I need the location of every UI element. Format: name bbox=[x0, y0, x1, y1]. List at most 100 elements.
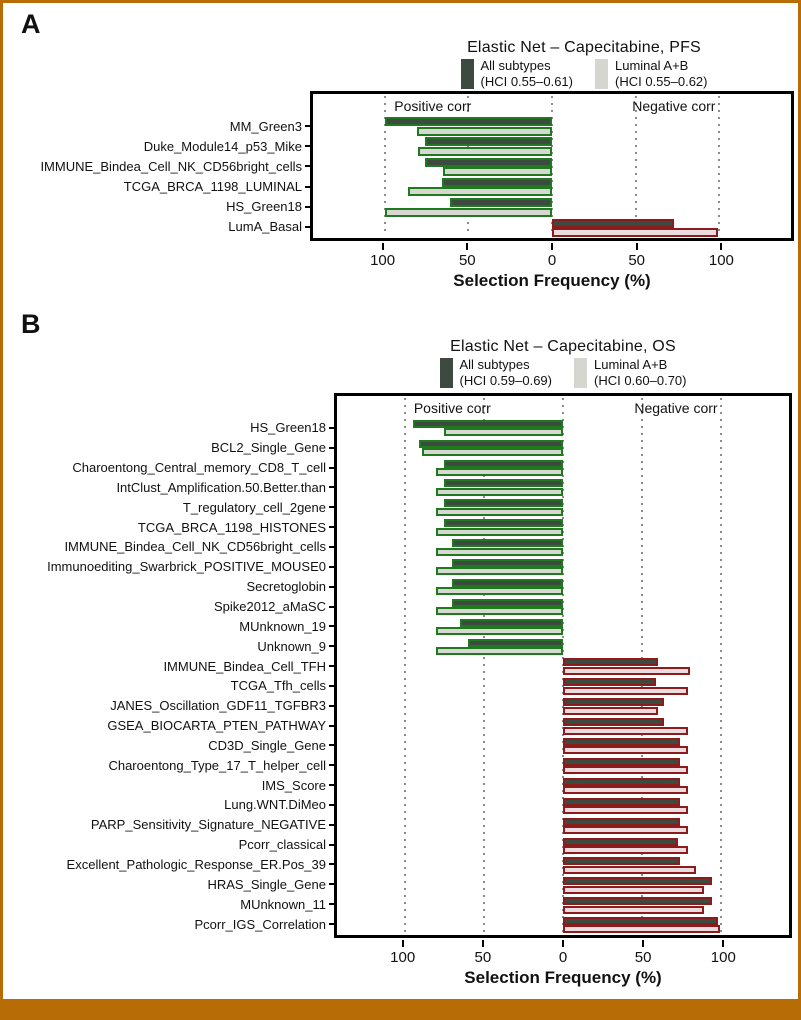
legend-entry-luminal-ab: Luminal A+B (HCI 0.60–0.70) bbox=[574, 357, 687, 388]
bar-all-subtypes bbox=[412, 419, 563, 428]
bar-row bbox=[337, 915, 789, 935]
panel-b: B Elastic Net – Capecitabine, OS All sub… bbox=[3, 301, 798, 1005]
plot-rows bbox=[337, 418, 789, 935]
y-tick bbox=[329, 446, 334, 449]
bar-all-subtypes bbox=[384, 117, 552, 126]
bar-luminal-ab bbox=[436, 607, 563, 616]
category-label: LumA_Basal bbox=[228, 219, 302, 235]
y-tick bbox=[329, 526, 334, 529]
x-axis: 100 50 0 50 100 bbox=[334, 940, 792, 968]
gridline bbox=[551, 96, 553, 236]
category-label: HS_Green18 bbox=[250, 420, 326, 436]
legend-entry-all-subtypes: All subtypes (HCI 0.59–0.69) bbox=[439, 357, 553, 388]
bar-row bbox=[337, 498, 789, 518]
legend-entry-all-subtypes: All subtypes (HCI 0.55–0.61) bbox=[460, 58, 573, 89]
bar-all-subtypes bbox=[441, 177, 552, 187]
legend-series-hci: (HCI 0.59–0.69) bbox=[459, 372, 553, 388]
bar-luminal-ab bbox=[563, 706, 658, 715]
ylabel-row: Secretoglobin bbox=[3, 577, 334, 597]
bar-luminal-ab bbox=[563, 766, 688, 775]
category-label: MM_Green3 bbox=[229, 118, 302, 134]
bar-all-subtypes bbox=[419, 439, 563, 448]
bar-all-subtypes bbox=[460, 618, 563, 627]
y-tick bbox=[329, 605, 334, 608]
bar-all-subtypes bbox=[552, 218, 675, 228]
bar-row bbox=[337, 537, 789, 557]
bar-luminal-ab bbox=[563, 925, 720, 934]
panel-label-a: A bbox=[21, 9, 41, 39]
y-tick bbox=[329, 803, 334, 806]
category-label: Lung.WNT.DiMeo bbox=[224, 797, 326, 813]
x-tick-label: 50 bbox=[634, 949, 652, 966]
x-axis-title: Selection Frequency (%) bbox=[464, 968, 662, 987]
ylabel-row: Immunoediting_Swarbrick_POSITIVE_MOUSE0 bbox=[3, 557, 334, 577]
ylabel-row: CD3D_Single_Gene bbox=[3, 736, 334, 756]
x-tick bbox=[481, 940, 484, 947]
bar-luminal-ab bbox=[563, 666, 690, 675]
x-tick bbox=[381, 243, 384, 250]
y-tick bbox=[305, 185, 310, 188]
y-tick bbox=[329, 764, 334, 767]
bar-all-subtypes bbox=[563, 698, 665, 707]
x-tick-label: 100 bbox=[370, 252, 396, 269]
ylabel-row: HS_Green18 bbox=[3, 197, 310, 217]
panel-label-b: B bbox=[21, 309, 41, 339]
bar-all-subtypes bbox=[563, 757, 681, 766]
bar-all-subtypes bbox=[444, 499, 563, 508]
category-label: HS_Green18 bbox=[226, 199, 302, 215]
bar-row bbox=[337, 637, 789, 657]
bottom-bar bbox=[3, 999, 798, 1017]
bar-row bbox=[337, 478, 789, 498]
x-tick-label: 0 bbox=[558, 949, 568, 966]
chart-title: Elastic Net – Capecitabine, OS bbox=[450, 338, 676, 355]
category-label: Secretoglobin bbox=[246, 579, 327, 595]
legend-swatch-luminal-ab bbox=[595, 58, 608, 89]
ylabel-row: Spike2012_aMaSC bbox=[3, 597, 334, 617]
bar-row bbox=[337, 816, 789, 836]
bar-all-subtypes bbox=[563, 917, 719, 926]
positive-corr-label: Positive corr bbox=[413, 400, 491, 416]
x-tick-label: 50 bbox=[628, 252, 646, 269]
bar-all-subtypes bbox=[444, 459, 563, 468]
bar-luminal-ab bbox=[563, 786, 688, 795]
ylabel-row: IMMUNE_Bindea_Cell_NK_CD56bright_cells bbox=[3, 156, 310, 176]
bar-all-subtypes bbox=[452, 559, 563, 568]
bar-all-subtypes bbox=[563, 837, 679, 846]
ylabel-row: Pcorr_classical bbox=[3, 835, 334, 855]
bar-row bbox=[337, 418, 789, 438]
gridline bbox=[403, 398, 406, 933]
bar-all-subtypes bbox=[449, 198, 552, 208]
y-tick bbox=[305, 165, 310, 168]
gridline bbox=[718, 96, 721, 236]
category-label: Immunoediting_Swarbrick_POSITIVE_MOUSE0 bbox=[47, 559, 326, 575]
bar-all-subtypes bbox=[452, 598, 563, 607]
bar-luminal-ab bbox=[552, 228, 718, 238]
ylabel-row: Charoentong_Type_17_T_helper_cell bbox=[3, 755, 334, 775]
bar-row bbox=[337, 458, 789, 478]
bar-row bbox=[337, 716, 789, 736]
category-label: GSEA_BIOCARTA_PTEN_PATHWAY bbox=[107, 718, 326, 734]
legend-series-name: Luminal A+B bbox=[594, 357, 668, 372]
bar-luminal-ab bbox=[563, 826, 688, 834]
category-label: T_regulatory_cell_2gene bbox=[182, 499, 326, 515]
ylabel-row: Charoentong_Central_memory_CD8_T_cell bbox=[3, 458, 334, 478]
bar-all-subtypes bbox=[424, 157, 552, 167]
category-label: PARP_Sensitivity_Signature_NEGATIVE bbox=[90, 817, 326, 833]
bar-all-subtypes bbox=[444, 519, 563, 528]
y-tick bbox=[329, 843, 334, 846]
bar-luminal-ab bbox=[436, 527, 563, 536]
negative-corr-label: Negative corr bbox=[634, 400, 718, 416]
legend-label: Luminal A+B (HCI 0.60–0.70) bbox=[594, 357, 687, 388]
bar-luminal-ab bbox=[563, 726, 688, 735]
y-tick bbox=[305, 125, 310, 128]
bar-all-subtypes bbox=[444, 479, 563, 488]
category-label: Excellent_Pathologic_Response_ER.Pos_39 bbox=[66, 856, 326, 872]
legend-swatch-all-subtypes bbox=[439, 357, 453, 388]
x-tick-label: 50 bbox=[474, 949, 492, 966]
bar-row bbox=[313, 177, 791, 197]
category-label: MUnknown_19 bbox=[239, 618, 326, 634]
category-label: TCGA_Tfh_cells bbox=[230, 678, 326, 694]
y-axis-labels: HS_Green18 BCL2_Single_Gene Charoentong_Ce… bbox=[3, 393, 334, 938]
ylabel-row: BCL2_Single_Gene bbox=[3, 438, 334, 458]
chart-title: Elastic Net – Capecitabine, PFS bbox=[467, 39, 701, 56]
